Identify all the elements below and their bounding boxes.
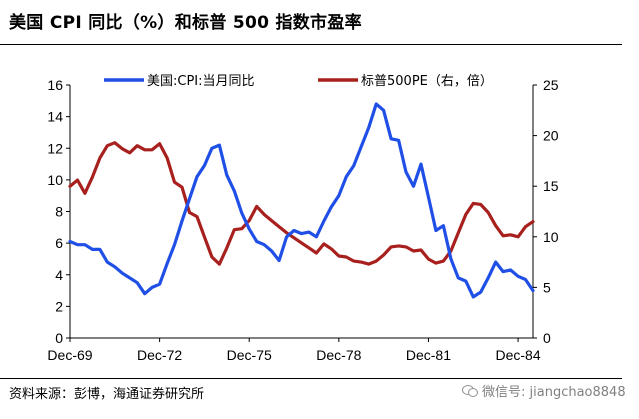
left-y-tick-label: 6 (55, 235, 63, 251)
pe-series-line (68, 141, 535, 266)
right-y-tick-label: 5 (543, 279, 551, 295)
left-y-tick-label: 16 (47, 77, 63, 93)
watermark: 微信号: jiangchao8848 (462, 381, 626, 400)
footer-rule (0, 378, 622, 379)
watermark-text: 微信号: jiangchao8848 (482, 385, 626, 400)
wechat-icon (462, 384, 478, 397)
left-y-tick-label: 4 (55, 267, 63, 283)
x-tick-label: Dec-72 (137, 347, 182, 363)
title-underline (0, 44, 622, 45)
left-y-tick-label: 2 (55, 298, 63, 314)
series-layer (68, 102, 535, 299)
legend-label-pe: 标普500PE（右，倍） (361, 74, 493, 89)
right-y-tick-label: 0 (543, 330, 551, 346)
x-tick-label: Dec-78 (316, 347, 361, 363)
right-y-tick-label: 15 (543, 178, 559, 194)
legend-label-cpi: 美国:CPI:当月同比 (147, 74, 255, 89)
x-tick-label: Dec-75 (227, 347, 272, 363)
left-y-tick-label: 14 (47, 109, 63, 125)
x-tick-label: Dec-84 (495, 347, 540, 363)
source-note: 资料来源：彭博，海通证券研究所 (9, 387, 205, 402)
right-y-tick-label: 10 (543, 229, 559, 245)
left-y-tick-label: 10 (47, 172, 63, 188)
cpi-series-line (68, 102, 535, 299)
legend: 美国:CPI:当月同比 标普500PE（右，倍） (104, 74, 493, 89)
chart-title: 美国 CPI 同比（%）和标普 500 指数市盈率 (9, 13, 362, 33)
right-y-tick-label: 25 (543, 77, 559, 93)
x-tick-label: Dec-69 (47, 347, 92, 363)
left-y-tick-label: 0 (55, 330, 63, 346)
x-tick-label: Dec-81 (406, 347, 451, 363)
left-y-tick-label: 8 (55, 204, 63, 220)
right-y-tick-label: 20 (543, 128, 559, 144)
axes: 0 2 4 6 8 10 12 14 16 0 5 10 15 20 25 Dec-69 Dec-72 Dec-7… (47, 77, 558, 363)
left-y-tick-label: 12 (47, 140, 63, 156)
